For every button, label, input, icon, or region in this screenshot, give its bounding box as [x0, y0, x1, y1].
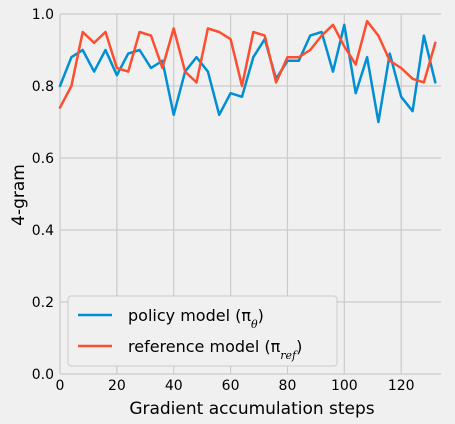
x-tick-label: 80 — [279, 378, 297, 394]
legend-label-policy: policy model (πθ) — [128, 306, 264, 331]
y-tick-label: 0.2 — [32, 295, 54, 311]
x-tick-label: 40 — [165, 378, 183, 394]
y-tick-label: 0.8 — [32, 79, 54, 95]
series-line-reference — [58, 19, 437, 109]
x-tick-label: 120 — [388, 378, 415, 394]
y-axis-title: 4-gram — [9, 164, 29, 226]
y-tick-label: 0.6 — [32, 151, 54, 167]
x-tick-label: 60 — [222, 378, 240, 394]
x-axis-title: Gradient accumulation steps — [129, 399, 374, 419]
x-tick-label: 0 — [56, 378, 65, 394]
x-tick-label: 20 — [108, 378, 126, 394]
legend-label-reference: reference model (πref) — [128, 337, 302, 362]
x-tick-label: 100 — [331, 378, 358, 394]
legend: policy model (πθ) reference model (πref) — [67, 295, 338, 367]
y-tick-label: 0.4 — [32, 223, 54, 239]
y-tick-labels: 0.0 0.2 0.4 0.6 0.8 1.0 — [32, 7, 54, 383]
series-lines — [58, 19, 437, 124]
series-line-policy — [58, 23, 437, 124]
y-tick-label: 0.0 — [32, 367, 54, 383]
x-tick-labels: 0 20 40 60 80 100 120 — [56, 378, 415, 394]
legend-box — [67, 295, 338, 367]
y-tick-label: 1.0 — [32, 7, 54, 23]
